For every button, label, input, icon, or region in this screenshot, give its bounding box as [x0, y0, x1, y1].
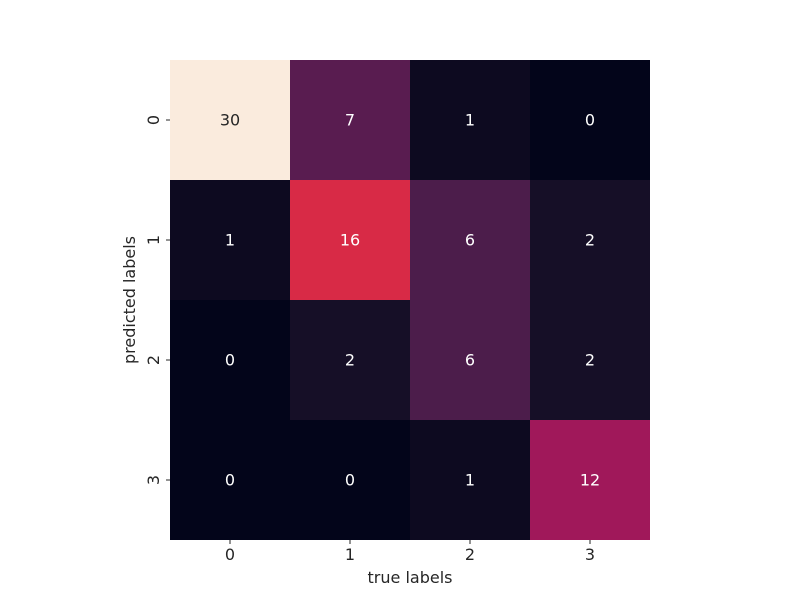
- x-tick-label: 2: [465, 545, 475, 564]
- heatmap-cell: [530, 300, 650, 420]
- heatmap-cell: [530, 180, 650, 300]
- cell-value-label: 0: [225, 471, 235, 490]
- heatmap-cell: [410, 420, 530, 540]
- heatmap-cell: [290, 300, 410, 420]
- heatmap-cell: [170, 420, 290, 540]
- y-tick-label: 1: [144, 235, 163, 245]
- y-tick-label: 3: [144, 475, 163, 485]
- cell-value-label: 2: [345, 351, 355, 370]
- heatmap-cell: [170, 180, 290, 300]
- y-tick-label: 2: [144, 355, 163, 365]
- cell-value-label: 0: [345, 471, 355, 490]
- heatmap-cell: [410, 180, 530, 300]
- heatmap-cell: [290, 60, 410, 180]
- x-axis-label: true labels: [368, 568, 453, 587]
- heatmap-cell: [410, 300, 530, 420]
- cell-annotations: 30 7 1 0 1 16 6 2 0 2 6 2 0 0 1 12: [220, 111, 600, 490]
- cell-value-label: 12: [580, 471, 600, 490]
- x-tick-label: 0: [225, 545, 235, 564]
- cell-value-label: 1: [465, 111, 475, 130]
- heatmap-cell: [290, 420, 410, 540]
- cell-value-label: 0: [585, 111, 595, 130]
- heatmap-cell: [530, 60, 650, 180]
- y-tick-label: 0: [144, 115, 163, 125]
- heatmap-cell: [170, 60, 290, 180]
- cell-value-label: 2: [585, 351, 595, 370]
- cell-value-label: 16: [340, 231, 360, 250]
- x-tick-label: 1: [345, 545, 355, 564]
- y-axis-label: predicted labels: [120, 236, 139, 364]
- heatmap-cell: [530, 420, 650, 540]
- cell-value-label: 0: [225, 351, 235, 370]
- cell-value-label: 1: [465, 471, 475, 490]
- cell-value-label: 6: [465, 231, 475, 250]
- cell-value-label: 1: [225, 231, 235, 250]
- cell-value-label: 6: [465, 351, 475, 370]
- heatmap-cell: [410, 60, 530, 180]
- cell-value-label: 7: [345, 111, 355, 130]
- cell-value-label: 2: [585, 231, 595, 250]
- cell-value-label: 30: [220, 111, 240, 130]
- heatmap-cell: [290, 180, 410, 300]
- x-tick-label: 3: [585, 545, 595, 564]
- heatmap-cell: [170, 300, 290, 420]
- x-axis-ticks: 0 1 2 3: [225, 540, 595, 564]
- heatmap-cells: [170, 60, 650, 540]
- y-axis-ticks: 0 1 2 3: [144, 115, 170, 485]
